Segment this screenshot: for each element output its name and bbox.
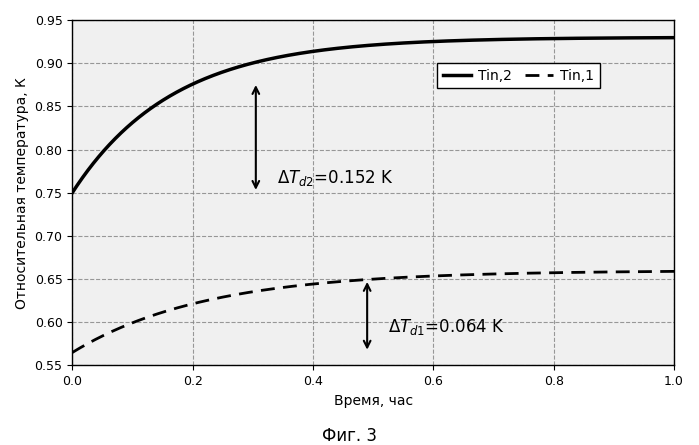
Line: Tin,1: Tin,1 (72, 271, 674, 352)
Tin,2 (99, 149, 107, 154)
Tin,2 (542, 36, 550, 41)
Tin,2 (652, 35, 661, 40)
Tin,2 (361, 43, 369, 49)
Line: Tin,2: Tin,2 (72, 38, 674, 193)
Tin,1 (361, 277, 369, 282)
Tin,1 (99, 333, 107, 338)
Text: Фиг. 3: Фиг. 3 (322, 427, 377, 445)
Tin,1 (68, 350, 76, 355)
Tin,1 (652, 269, 661, 274)
Legend: Tin,2, Tin,1: Tin,2, Tin,1 (438, 63, 600, 88)
Tin,1 (542, 270, 550, 275)
Text: $\Delta T_{d1}$=0.064 K: $\Delta T_{d1}$=0.064 K (388, 316, 505, 336)
Y-axis label: Относительная температура, К: Относительная температура, К (15, 77, 29, 309)
Tin,1 (670, 269, 678, 274)
Tin,2 (652, 35, 661, 40)
X-axis label: Время, час: Время, час (333, 394, 412, 408)
Tin,2 (68, 190, 76, 195)
Text: $\Delta T_{d2}$=0.152 K: $\Delta T_{d2}$=0.152 K (277, 168, 394, 188)
Tin,1 (345, 278, 353, 283)
Tin,2 (670, 35, 678, 40)
Tin,1 (652, 269, 661, 274)
Tin,2 (345, 44, 353, 50)
